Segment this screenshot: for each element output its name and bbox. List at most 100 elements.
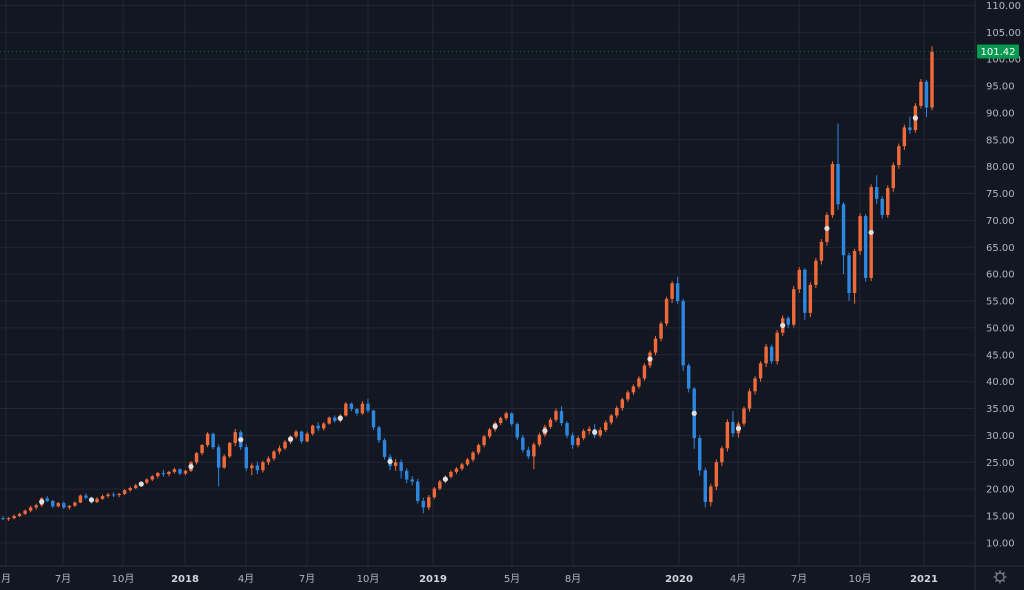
candle-body[interactable]: [371, 410, 376, 428]
candle-body[interactable]: [106, 494, 110, 497]
candle-body[interactable]: [858, 216, 862, 252]
candle-body[interactable]: [554, 411, 558, 420]
candle-body[interactable]: [117, 493, 121, 496]
candle-body[interactable]: [200, 445, 204, 454]
candle-body[interactable]: [581, 431, 586, 439]
candle-body[interactable]: [587, 428, 591, 432]
event-marker[interactable]: [735, 425, 742, 431]
candle-body[interactable]: [803, 269, 807, 313]
candle-body[interactable]: [615, 407, 619, 416]
candle-body[interactable]: [399, 462, 403, 471]
candle-body[interactable]: [476, 445, 481, 453]
candle-body[interactable]: [228, 442, 232, 457]
event-marker[interactable]: [592, 429, 598, 435]
candle-body[interactable]: [498, 418, 503, 424]
event-marker[interactable]: [442, 476, 448, 482]
candle-body[interactable]: [559, 411, 564, 424]
candle-body[interactable]: [598, 430, 602, 436]
candle-body[interactable]: [830, 163, 835, 216]
candle-body[interactable]: [653, 338, 658, 353]
candle-body[interactable]: [720, 448, 724, 463]
candle-body[interactable]: [703, 470, 707, 503]
candle-body[interactable]: [183, 470, 188, 474]
candle-body[interactable]: [548, 419, 553, 427]
candle-body[interactable]: [45, 498, 49, 501]
candle-body[interactable]: [244, 447, 249, 469]
candle-body[interactable]: [908, 127, 912, 131]
candle-body[interactable]: [537, 434, 542, 445]
candle-body[interactable]: [487, 429, 492, 437]
candle-body[interactable]: [17, 513, 22, 517]
candle-body[interactable]: [161, 473, 166, 475]
event-marker[interactable]: [138, 481, 144, 487]
candle-body[interactable]: [819, 241, 824, 261]
candle-body[interactable]: [753, 378, 757, 392]
candle-body[interactable]: [930, 51, 934, 108]
candle-body[interactable]: [725, 421, 730, 449]
event-marker[interactable]: [647, 356, 653, 362]
candle-body[interactable]: [344, 403, 348, 416]
candle-body[interactable]: [393, 462, 398, 467]
candle-body[interactable]: [283, 441, 287, 449]
candle-body[interactable]: [465, 459, 470, 465]
candle-body[interactable]: [576, 438, 580, 446]
candle-body[interactable]: [604, 422, 608, 431]
candle-body[interactable]: [56, 503, 61, 507]
candle-body[interactable]: [510, 413, 514, 425]
candle-body[interactable]: [626, 392, 630, 400]
candle-body[interactable]: [316, 425, 320, 429]
candle-body[interactable]: [222, 456, 226, 468]
event-marker[interactable]: [691, 410, 697, 416]
candle-body[interactable]: [150, 476, 155, 480]
candle-body[interactable]: [299, 431, 304, 442]
candle-body[interactable]: [333, 417, 337, 421]
candle-body[interactable]: [28, 507, 33, 511]
candle-body[interactable]: [565, 423, 569, 436]
candle-body[interactable]: [233, 432, 237, 443]
candle-body[interactable]: [122, 490, 127, 494]
candle-body[interactable]: [51, 500, 55, 507]
event-marker[interactable]: [868, 229, 874, 236]
candle-body[interactable]: [128, 488, 132, 491]
candle-body[interactable]: [216, 447, 221, 468]
candle-body[interactable]: [134, 485, 138, 489]
candle-body[interactable]: [1, 518, 5, 520]
candle-body[interactable]: [73, 502, 77, 506]
candle-body[interactable]: [322, 423, 326, 429]
candle-body[interactable]: [659, 323, 663, 339]
candle-body[interactable]: [620, 399, 625, 408]
candle-body[interactable]: [111, 494, 116, 496]
candle-body[interactable]: [266, 458, 271, 463]
candle-body[interactable]: [34, 505, 38, 508]
candle-body[interactable]: [742, 408, 746, 424]
event-marker[interactable]: [492, 423, 498, 429]
candle-body[interactable]: [532, 444, 536, 457]
candle-body[interactable]: [504, 413, 508, 419]
candle-body[interactable]: [841, 204, 846, 256]
candle-body[interactable]: [642, 365, 647, 379]
candle-body[interactable]: [521, 437, 525, 450]
candle-body[interactable]: [664, 298, 669, 324]
candle-body[interactable]: [23, 510, 27, 514]
candle-body[interactable]: [786, 318, 790, 325]
candle-body[interactable]: [609, 415, 613, 423]
candle-body[interactable]: [382, 440, 387, 457]
event-marker[interactable]: [387, 458, 393, 465]
candle-body[interactable]: [460, 464, 464, 469]
candle-body[interactable]: [172, 469, 177, 472]
candle-body[interactable]: [709, 486, 713, 503]
candle-body[interactable]: [294, 431, 298, 437]
event-marker[interactable]: [188, 463, 194, 470]
candle-body[interactable]: [12, 516, 16, 519]
candle-body[interactable]: [6, 518, 11, 520]
candle-body[interactable]: [631, 386, 636, 393]
event-marker[interactable]: [238, 437, 244, 443]
candle-body[interactable]: [449, 471, 453, 477]
candle-body[interactable]: [178, 469, 182, 474]
candle-body[interactable]: [305, 433, 309, 442]
candle-body[interactable]: [421, 500, 425, 508]
candle-body[interactable]: [84, 495, 88, 498]
candle-body[interactable]: [100, 496, 105, 499]
candle-body[interactable]: [863, 216, 868, 278]
candle-body[interactable]: [758, 363, 763, 379]
